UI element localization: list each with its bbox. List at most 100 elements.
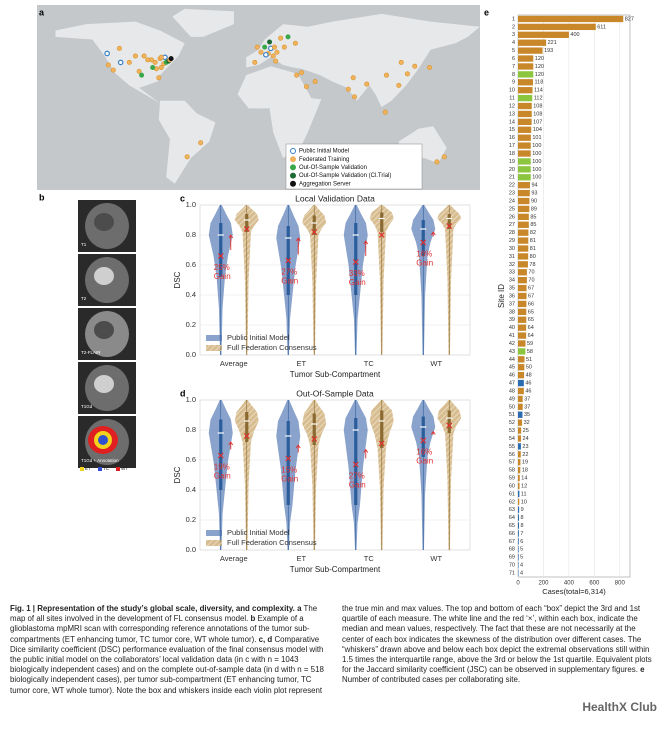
site-marker — [404, 71, 410, 77]
box — [380, 212, 384, 232]
y-axis-label: Site ID — [497, 284, 506, 308]
mri-label: T1 — [81, 242, 87, 247]
y-tick-label: 1.0 — [186, 200, 196, 209]
mri-legend-swatch — [80, 467, 84, 471]
bar — [518, 474, 520, 482]
value-label: 120 — [535, 56, 544, 62]
bar — [518, 71, 534, 78]
mri-label: T1Gd — [81, 404, 93, 409]
bar — [518, 182, 530, 189]
bar — [518, 245, 529, 252]
y-tick-label: 11 — [509, 96, 515, 102]
y-tick-label: 46 — [509, 373, 515, 379]
value-label: 89 — [531, 206, 537, 212]
legend-label: Public Initial Model — [299, 149, 349, 155]
site-marker — [150, 65, 156, 71]
box — [245, 412, 249, 442]
bar — [518, 261, 528, 268]
gain-label: Gain — [281, 475, 298, 484]
annotation-et — [98, 435, 108, 445]
y-tick-label: 21 — [509, 175, 515, 181]
legend-marker — [290, 180, 296, 187]
value-label: 48 — [526, 373, 532, 379]
value-label: 8 — [521, 523, 524, 529]
legend-label: Out-Of-Sample Validation — [299, 165, 367, 171]
bar — [518, 126, 532, 133]
box — [312, 215, 316, 235]
value-label: 67 — [528, 286, 534, 292]
value-label: 11 — [521, 491, 527, 497]
value-label: 82 — [530, 230, 536, 236]
bar — [518, 292, 527, 300]
y-tick-label: 50 — [509, 404, 515, 410]
y-tick-label: 47 — [509, 381, 515, 387]
value-label: 24 — [523, 436, 529, 442]
value-label: 10 — [521, 499, 527, 505]
bar — [518, 87, 533, 94]
legend-label: Public Initial Model — [227, 333, 290, 342]
bar — [518, 23, 596, 31]
value-label: 58 — [527, 349, 533, 355]
value-label: 35 — [524, 412, 530, 418]
site-marker — [158, 65, 164, 71]
value-label: 108 — [533, 103, 542, 109]
legend-label: Federated Training — [299, 157, 349, 163]
value-label: 7 — [520, 531, 523, 537]
value-label: 46 — [525, 381, 531, 387]
y-tick-label: 7 — [512, 64, 515, 70]
legend-swatch — [206, 530, 222, 536]
site-marker — [132, 53, 138, 59]
gain-arrow — [295, 237, 301, 255]
y-tick-label: 4 — [512, 40, 515, 46]
bar — [518, 134, 531, 141]
gain-arrow — [363, 448, 369, 459]
value-label: 118 — [535, 80, 544, 86]
value-label: 120 — [535, 64, 544, 70]
y-tick-label: 59 — [509, 476, 515, 482]
mean-marker — [285, 455, 292, 462]
gain-label: 27% — [281, 268, 297, 277]
box — [312, 413, 316, 445]
site-marker — [294, 72, 300, 78]
panel-label: c — [180, 193, 185, 203]
bar — [518, 31, 569, 38]
gain-arrow — [228, 234, 234, 250]
panel-label: a — [39, 7, 45, 17]
bar — [518, 332, 527, 339]
value-label: 100 — [532, 159, 541, 165]
map-legend-box — [285, 143, 423, 190]
y-tick-label: 0.8 — [186, 230, 196, 239]
x-tick-label: Average — [220, 359, 248, 368]
legend-label: Full Federation Consensus — [227, 343, 317, 352]
caption-text: Number of contributed cases per collabor… — [342, 675, 521, 685]
site-marker — [351, 94, 357, 100]
value-label: 4 — [520, 570, 523, 576]
x-tick-label: WT — [430, 554, 442, 563]
land — [246, 13, 480, 108]
chart-title: Local Validation Data — [295, 193, 375, 203]
gain-arrow — [228, 441, 234, 450]
mri-label: T1Gd + Annotation — [81, 458, 119, 463]
bar — [518, 522, 520, 529]
y-tick-label: 8 — [512, 72, 515, 78]
y-tick-label: 30 — [509, 246, 515, 252]
value-label: 108 — [533, 111, 542, 117]
bar — [518, 371, 525, 379]
y-tick-label: 66 — [509, 531, 515, 537]
value-label: 85 — [530, 222, 536, 228]
value-label: 65 — [528, 309, 534, 315]
land — [237, 66, 322, 159]
bar — [518, 237, 529, 244]
bar — [518, 79, 534, 86]
bar — [518, 435, 522, 442]
gain-label: Gain — [416, 457, 433, 466]
y-tick-label: 31 — [509, 254, 515, 260]
bar — [518, 554, 519, 561]
box — [286, 421, 290, 505]
bar — [518, 340, 526, 347]
bar — [518, 55, 534, 62]
site-marker — [116, 45, 122, 51]
gain-arrow — [295, 444, 301, 453]
legend-label: Out-Of-Sample Validation (Cl.Trial) — [299, 173, 391, 179]
caption-text: The map of all sites involved in the dev… — [10, 604, 318, 624]
